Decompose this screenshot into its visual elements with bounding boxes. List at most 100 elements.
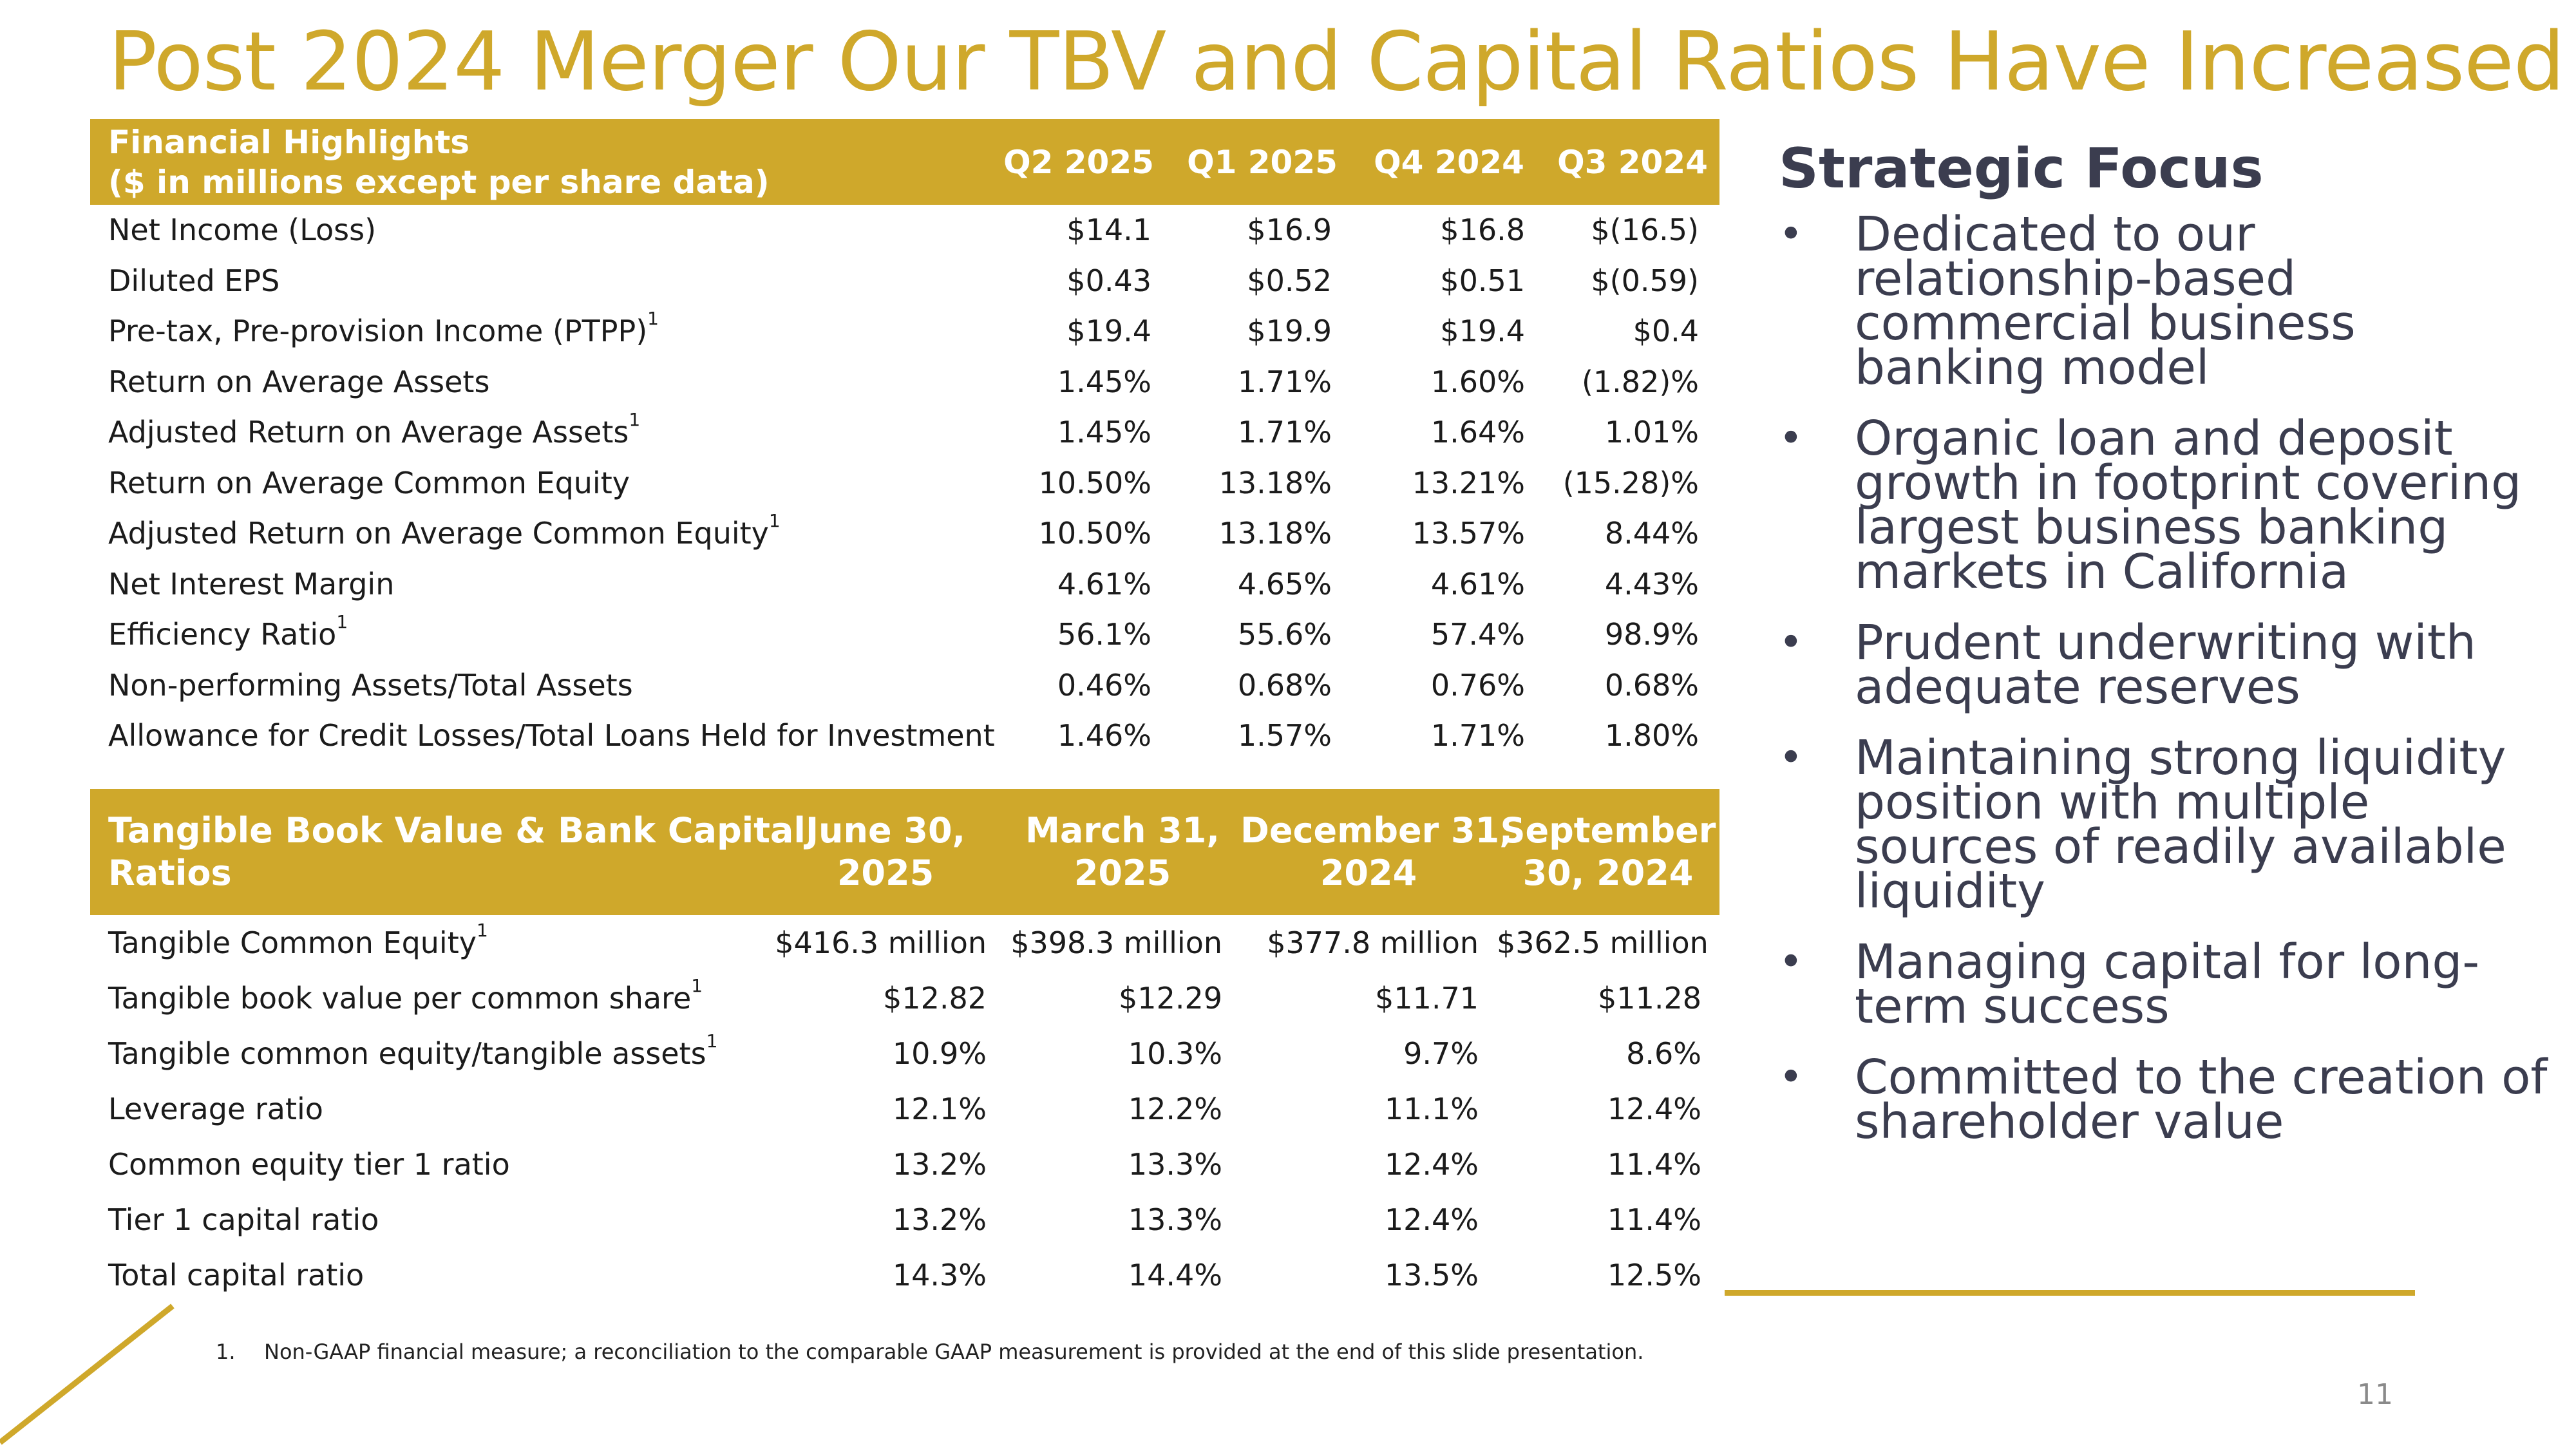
capital-row-label-text: Leverage ratio	[108, 1092, 323, 1126]
capital-cell: 11.1%	[1384, 1092, 1479, 1126]
capital-header-label: Tangible Book Value & Bank Capital Ratio…	[90, 789, 806, 915]
financial-cell: 4.61%	[1430, 566, 1525, 601]
financial-cell: 4.65%	[1237, 566, 1332, 601]
capital-cell: 13.2%	[892, 1147, 987, 1182]
financial-row-label-text: Net Interest Margin	[108, 566, 395, 601]
capital-row-label: Leverage ratio	[90, 1081, 766, 1137]
financial-cell: 1.01%	[1604, 415, 1699, 450]
capital-col-header-line1: March 31,	[1025, 810, 1220, 851]
capital-cell: 12.1%	[892, 1092, 987, 1126]
capital-ratios-table: Tangible Book Value & Bank Capital Ratio…	[90, 789, 1719, 1303]
footnote-marker: 1	[768, 510, 781, 532]
capital-row-label-text: Common equity tier 1 ratio	[108, 1147, 510, 1182]
capital-cell: $416.3 million	[775, 925, 987, 960]
financial-header-title: Financial Highlights	[108, 123, 469, 161]
financial-row-label: Diluted EPS	[90, 256, 985, 307]
capital-cell: 13.2%	[892, 1202, 987, 1237]
financial-cell: 1.45%	[1057, 364, 1151, 399]
page-number: 11	[2357, 1378, 2393, 1411]
footnote-marker: 1	[476, 920, 488, 941]
strategic-bullet-text: Committed to the creation of shareholder…	[1855, 1050, 2548, 1150]
capital-cell: 12.2%	[1128, 1092, 1222, 1126]
bullet-dot-icon: •	[1779, 211, 1803, 258]
capital-col-header: June 30, 2025	[766, 789, 1005, 915]
financial-cell: 0.46%	[1057, 667, 1151, 703]
footnote-text: Non-GAAP financial measure; a reconcilia…	[264, 1340, 1644, 1364]
footnote-marker: 1	[629, 409, 641, 431]
financial-cell: $0.4	[1633, 314, 1699, 349]
financial-row-label-text: Allowance for Credit Losses/Total Loans …	[108, 718, 995, 753]
financial-row-label: Net Income (Loss)	[90, 205, 985, 256]
financial-row-label-text: Efficiency Ratio	[108, 617, 337, 652]
financial-row-label: Allowance for Credit Losses/Total Loans …	[90, 710, 995, 761]
capital-col-header-line1: December 31,	[1240, 810, 1513, 851]
financial-cell: $0.43	[1066, 263, 1151, 298]
capital-cell: 13.3%	[1128, 1202, 1222, 1237]
financial-row-label-text: Adjusted Return on Average Assets	[108, 415, 629, 450]
financial-row: Efficiency Ratio1 56.1% 55.6% 57.4% 98.9%	[90, 609, 1719, 660]
financial-row-label: Return on Average Assets	[90, 357, 985, 408]
capital-cell: 14.4%	[1128, 1258, 1222, 1293]
capital-row-label-text: Tangible common equity/tangible assets	[108, 1036, 706, 1071]
financial-cell: 4.43%	[1604, 566, 1699, 601]
financial-cell: $0.51	[1440, 263, 1525, 298]
capital-row: Leverage ratio 12.1% 12.2% 11.1% 12.4%	[90, 1081, 1719, 1137]
financial-row-label: Return on Average Common Equity	[90, 458, 985, 509]
footnote: 1. Non-GAAP financial measure; a reconcil…	[216, 1340, 1643, 1364]
financial-cell: 13.57%	[1412, 516, 1525, 551]
capital-cell: 12.4%	[1607, 1092, 1701, 1126]
financial-cell: $16.8	[1440, 213, 1525, 248]
capital-cell: 9.7%	[1403, 1036, 1479, 1071]
capital-col-header-line2: 2024	[1320, 853, 1417, 893]
financial-col-header: Q3 2024	[1546, 119, 1719, 205]
financial-cell: 10.50%	[1038, 516, 1151, 551]
financial-cell: 0.68%	[1237, 667, 1332, 703]
financial-cell: $16.9	[1247, 213, 1332, 248]
financial-row-label-text: Return on Average Common Equity	[108, 465, 630, 500]
capital-cell: 14.3%	[892, 1258, 987, 1293]
strategic-bullet: • Prudent underwriting with adequate rese…	[1779, 619, 2552, 711]
financial-cell: 0.68%	[1604, 667, 1699, 703]
financial-col-header: Q1 2025	[1172, 119, 1352, 205]
financial-row: Return on Average Assets 1.45% 1.71% 1.60% (…	[90, 357, 1719, 408]
financial-cell: 1.64%	[1430, 415, 1525, 450]
capital-cell: $377.8 million	[1267, 925, 1479, 960]
financial-cell: 4.61%	[1057, 566, 1151, 601]
financial-row-label: Adjusted Return on Average Common Equity…	[90, 508, 985, 559]
capital-row: Common equity tier 1 ratio 13.2% 13.3% 12.4…	[90, 1137, 1719, 1192]
capital-col-header-line2: 2025	[837, 853, 934, 893]
capital-col-header: March 31, 2025	[1005, 789, 1240, 915]
strategic-focus-list: • Dedicated to our relationship-based com…	[1779, 211, 2552, 1171]
financial-cell: (15.28)%	[1562, 465, 1699, 500]
capital-header-row: Tangible Book Value & Bank Capital Ratio…	[90, 789, 1719, 915]
capital-col-header-line1: June 30,	[805, 810, 966, 851]
capital-cell: 13.5%	[1384, 1258, 1479, 1293]
strategic-bullet-text: Managing capital for long-term success	[1855, 934, 2480, 1034]
bullet-dot-icon: •	[1779, 619, 1803, 667]
financial-row-label-text: Pre-tax, Pre-provision Income (PTPP)	[108, 314, 648, 349]
financial-col-header: Q2 2025	[985, 119, 1172, 205]
financial-row-label: Pre-tax, Pre-provision Income (PTPP)1	[90, 306, 985, 357]
bullet-dot-icon: •	[1779, 415, 1803, 462]
strategic-bullet-text: Prudent underwriting with adequate reser…	[1855, 615, 2476, 715]
financial-highlights-table: Financial Highlights ($ in millions exce…	[90, 119, 1719, 761]
financial-col-header: Q4 2024	[1352, 119, 1546, 205]
financial-cell: 1.45%	[1057, 415, 1151, 450]
capital-cell: 12.5%	[1607, 1258, 1701, 1293]
capital-header-title: Tangible Book Value & Bank Capital	[108, 810, 806, 851]
capital-row-label-text: Tier 1 capital ratio	[108, 1202, 379, 1237]
strategic-bullet: • Dedicated to our relationship-based com…	[1779, 211, 2552, 392]
capital-cell: 12.4%	[1384, 1202, 1479, 1237]
capital-cell: $11.28	[1598, 981, 1701, 1016]
financial-row-label-text: Return on Average Assets	[108, 364, 490, 399]
financial-row: Net Interest Margin 4.61% 4.65% 4.61% 4.43%	[90, 559, 1719, 610]
capital-cell: 10.9%	[892, 1036, 987, 1071]
financial-cell: 1.60%	[1430, 364, 1525, 399]
financial-row-label-text: Non-performing Assets/Total Assets	[108, 667, 633, 703]
bullet-dot-icon: •	[1779, 938, 1803, 986]
strategic-bullet: • Managing capital for long-term success	[1779, 938, 2552, 1030]
financial-row-label: Net Interest Margin	[90, 559, 985, 610]
capital-cell: 8.6%	[1626, 1036, 1701, 1071]
financial-cell: 13.18%	[1218, 516, 1332, 551]
strategic-bullet: • Committed to the creation of shareholde…	[1779, 1054, 2552, 1146]
